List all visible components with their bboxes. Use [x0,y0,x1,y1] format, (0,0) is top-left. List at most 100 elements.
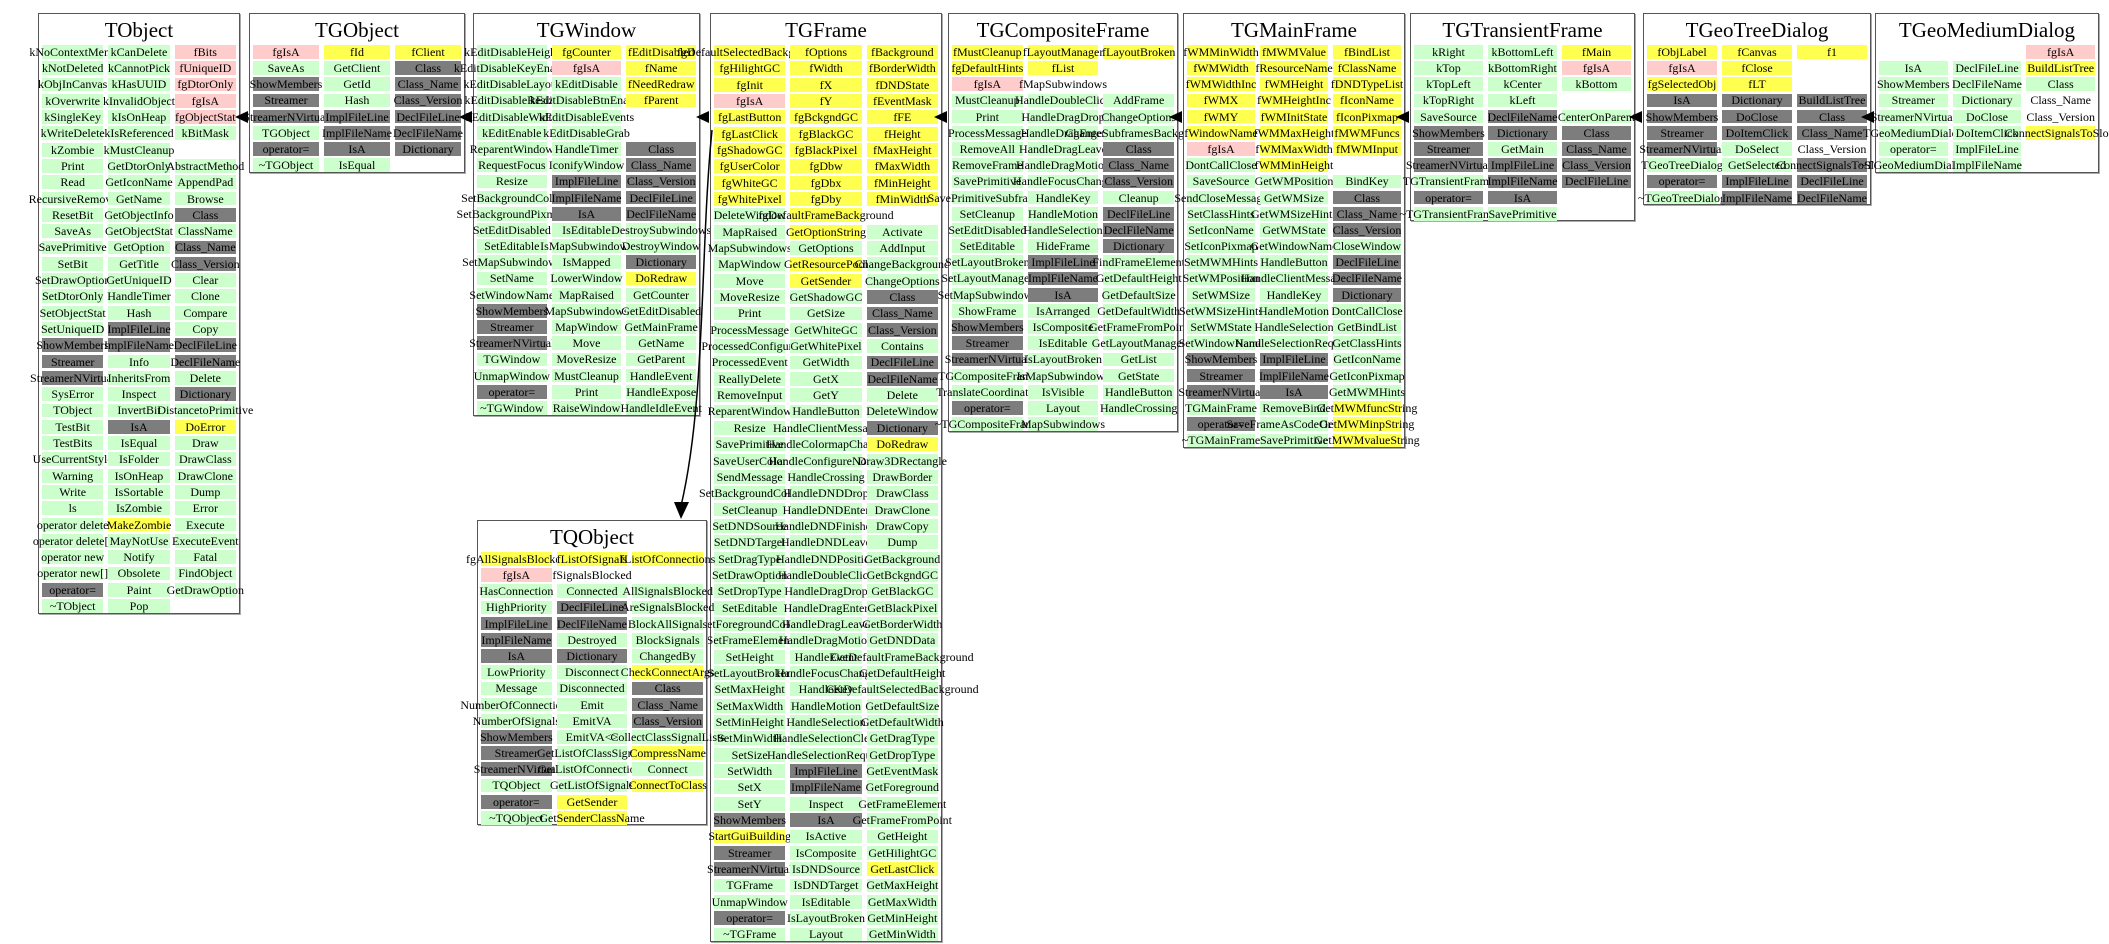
member-label: fMWMInput [1336,141,1398,156]
member-cell: GetY [790,388,862,403]
member-label: IsEqual [120,436,158,451]
member-cell: SetCleanup [952,206,1023,221]
member-label: RecursiveRemove [28,191,117,206]
member-label: Read [60,175,85,190]
member-label: GetSender [566,794,618,809]
member-row: TGObject ImplFileName DeclFileName [250,125,464,141]
member-cell: SetDropType [714,584,786,599]
member-label: SaveUserColor [713,453,787,468]
member-cell-empty [175,143,236,157]
member-cell: IsA [790,813,862,827]
member-label: BlockAllSignals [628,616,708,631]
member-label: ChangedBy [639,648,697,663]
member-cell: fgDefaultSelectedBackground [677,45,822,59]
member-row: Streamer GetListOfClassSignals CompressNam… [478,745,706,761]
member-cell: GetWidth [790,355,862,370]
member-cell: IsA [108,419,170,434]
member-cell: DrawClass [174,452,236,467]
class-title: TGCompositeFrame [976,18,1150,42]
member-cell: FindFrameElement [1092,255,1185,270]
member-label: TGTransientFrame [1402,174,1495,189]
member-cell: kEditDisableBtnEnable [530,93,643,108]
member-label: Dump [887,535,918,550]
member-label: HandleFocusChange [776,665,876,680]
member-label: GetBckgndGC [866,567,938,582]
member-row: Streamer Dictionary Class_Name [1876,93,2098,109]
member-row: ImplFileName Destroyed BlockSignals [478,632,706,648]
member-label: HandleConfigureNotify [768,453,884,468]
member-row: operator= ImplFileLine [1876,141,2098,157]
member-row: StartGuiBuilding IsActive GetHeight [708,829,941,845]
member-cell: ImplFileName [1027,271,1099,286]
member-row: kEditEnable kEditDisableGrab [474,125,699,141]
member-label: kBitMask [181,126,229,141]
member-label: Class [414,61,441,76]
member-cell: Print [551,384,622,399]
member-label: HandleDoubleClick [1015,93,1111,108]
member-row: ProcessedEvent GetWidth DeclFileLine [711,355,941,371]
inheritance-arrow-icon [1629,111,1642,123]
member-label: IsA [577,206,596,221]
member-row: SaveSource DeclFileName CenterOnParent [1411,109,1635,125]
member-row: fgShadowGC fgBlackPixel fMaxHeight [711,142,941,158]
member-label: MapRaised [559,287,614,302]
member-label: fWMX [1203,93,1239,108]
member-cell: ImplFileLine [1488,158,1557,172]
member-cell: GetList [1103,352,1175,367]
member-cell: IsEditable [1027,336,1099,351]
member-label: DoError [185,419,226,434]
member-row: SetDNDTarget HandleDNDLeave Dump [711,534,941,550]
member-label: Layout [1046,400,1080,415]
member-label: SetWMSizeHints [1179,303,1263,318]
member-cell: Streamer [42,354,104,369]
member-label: ShowMembers [1645,109,1719,124]
member-label: IsA [348,141,366,156]
member-label: ReparentWindow [707,404,792,419]
member-cell: f1 [1797,45,1867,59]
member-cell: kBitMask [174,126,236,141]
member-label: fgIsA [572,61,601,76]
member-cell: AddInput [866,241,938,255]
member-row: operator= Layout HandleCrossing [949,400,1177,416]
member-cell: Delete [866,388,938,403]
member-label: RemoveBind [1262,400,1326,415]
member-row: ~TGTransientFrame SavePrimitive [1399,206,1634,222]
member-row: SavePrimitive HandleFocusChange Class_Vers… [949,174,1177,190]
member-row: ~TGWindow RaiseWindow HandleIdleEvent [474,400,702,416]
member-cell-empty [632,568,703,582]
member-cell: Layout [1027,400,1099,415]
member-label: ImplFileLine [107,321,171,336]
member-label: operator= [262,141,310,156]
member-label: ImplFileLine [1725,174,1789,189]
member-cell: SetIconPixmap [1184,239,1258,253]
member-label: SetEditable [959,239,1015,254]
member-row: ProcessMessage HandleDragEnter ChangeSubfr… [948,125,1212,141]
member-label: GetMainFrame [624,320,698,335]
member-cell: SetUniqueID [41,322,104,336]
member-label: fgLastButton [718,110,782,125]
member-label: kCannotPick [108,61,170,76]
member-row: kSingleKey kIsOnHeap fgObjectStat [39,109,239,125]
member-cell: fgDbw [790,159,862,174]
member-label: HandleCrossing [787,469,865,484]
member-row: ~TGMainFrame SavePrimitive GetMWMvalueStri… [1182,433,1420,449]
member-label: GetHeight [877,829,928,844]
member-row: TGeoMediumDialog DoItemClick ConnectSignal… [1863,125,2109,141]
member-label: SendMessage [716,469,783,484]
member-cell: ConnectSignalsToSlots [2005,125,2109,140]
member-label: TGeoMediumDialog [1863,125,1964,140]
member-label: TGMainFrame [1185,400,1257,415]
member-cell: fOptions [790,45,862,59]
member-row: SendCloseMessage GetWMSize Class [1174,190,1404,206]
member-cell: ShowMembers [1645,109,1719,124]
member-label: GetDNDData [869,633,936,648]
member-row: Resize ImplFileLine Class_Version [474,174,699,190]
member-label: Activate [881,224,923,239]
member-label: FindObject [178,566,233,581]
member-cell: fCanvas [1722,45,1792,59]
member-cell: DeclFileName [866,371,938,386]
member-cell: HandleEvent [790,649,862,664]
member-row: fWMX fWMHeightInc fIconName [1184,93,1404,109]
member-label: IsComposite [795,845,857,860]
member-cell: ImplFileName [1488,174,1558,189]
